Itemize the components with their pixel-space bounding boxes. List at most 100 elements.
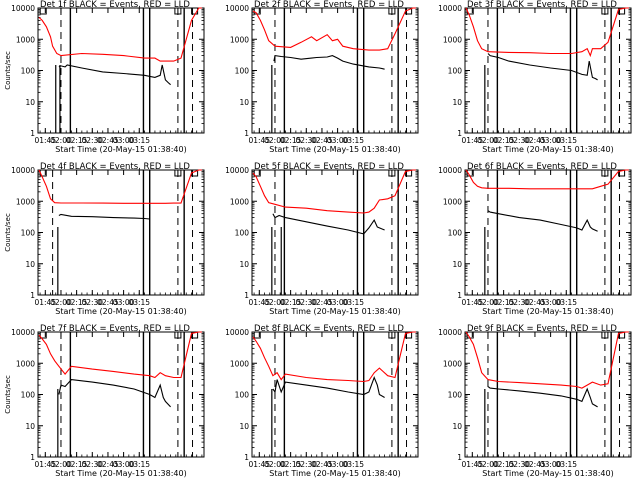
top-marker-box bbox=[388, 169, 396, 177]
x-tick-label: 03:00 bbox=[113, 460, 135, 469]
y-tick-label: 1 bbox=[457, 291, 462, 300]
plot-frame bbox=[37, 169, 205, 296]
y-tick-label: 100 bbox=[448, 67, 463, 76]
events-series-line bbox=[487, 386, 598, 408]
y-tick-label: 1000 bbox=[16, 359, 35, 368]
lld-series-line bbox=[38, 7, 202, 62]
x-tick-label: 01:45 bbox=[248, 136, 270, 145]
y-tick-label: 10 bbox=[239, 98, 249, 107]
y-tick-label: 1000 bbox=[16, 197, 35, 206]
x-axis-label: Start Time (20-May-15 01:38:40) bbox=[482, 307, 613, 316]
x-tick-label: 03:00 bbox=[113, 298, 135, 307]
x-tick-label: 01:45 bbox=[34, 136, 56, 145]
x-axis-label: Start Time (20-May-15 01:38:40) bbox=[482, 145, 613, 154]
y-axis-label: Counts/sec bbox=[4, 375, 12, 414]
top-marker-box bbox=[601, 7, 609, 15]
x-tick-label: 02:15 bbox=[493, 298, 515, 307]
y-tick-label: 1 bbox=[244, 291, 249, 300]
events-series-line bbox=[272, 213, 385, 235]
events-series-line bbox=[58, 213, 150, 220]
x-tick-label: 02:00 bbox=[264, 298, 286, 307]
panel-title: Det 2f BLACK = Events, RED = LLD bbox=[254, 0, 404, 10]
lld-series-line bbox=[252, 169, 416, 214]
y-tick-label: 10 bbox=[239, 260, 249, 269]
x-tick-label: 03:15 bbox=[128, 136, 150, 145]
x-tick-label: 02:00 bbox=[50, 460, 72, 469]
events-series-line bbox=[272, 375, 385, 398]
x-axis-label: Start Time (20-May-15 01:38:40) bbox=[269, 469, 400, 478]
y-tick-label: 100 bbox=[235, 67, 250, 76]
y-tick-label: 1 bbox=[457, 453, 462, 462]
lld-series-line bbox=[38, 331, 202, 379]
y-tick-label: 10000 bbox=[225, 166, 249, 175]
x-tick-label: 02:45 bbox=[311, 298, 333, 307]
top-marker-box bbox=[388, 331, 396, 339]
top-marker-box bbox=[39, 331, 47, 339]
top-marker-box bbox=[618, 169, 626, 177]
x-tick-label: 02:00 bbox=[477, 136, 499, 145]
x-tick-label: 02:45 bbox=[311, 460, 333, 469]
x-tick-label: 02:15 bbox=[66, 298, 88, 307]
lld-series-line bbox=[252, 7, 416, 51]
x-tick-label: 02:30 bbox=[295, 460, 317, 469]
x-tick-label: 02:45 bbox=[97, 298, 119, 307]
x-tick-label: 02:30 bbox=[81, 298, 103, 307]
x-axis-label: Start Time (20-May-15 01:38:40) bbox=[55, 307, 186, 316]
x-tick-label: 03:15 bbox=[555, 298, 577, 307]
events-series-line bbox=[58, 379, 171, 408]
top-marker-box bbox=[405, 169, 413, 177]
plot-frame bbox=[37, 331, 205, 458]
top-marker-box bbox=[174, 169, 182, 177]
x-tick-label: 02:30 bbox=[508, 298, 530, 307]
x-tick-label: 03:15 bbox=[555, 460, 577, 469]
x-tick-label: 03:00 bbox=[113, 136, 135, 145]
x-tick-label: 02:15 bbox=[493, 460, 515, 469]
events-series-line bbox=[58, 64, 171, 86]
lld-series-line bbox=[465, 169, 629, 190]
y-tick-label: 100 bbox=[21, 391, 36, 400]
detector-panel: Det 1f BLACK = Events, RED = LLD Counts/s… bbox=[4, 0, 205, 154]
x-tick-label: 02:15 bbox=[66, 136, 88, 145]
x-tick-label: 02:30 bbox=[81, 460, 103, 469]
panel-title: Det 3f BLACK = Events, RED = LLD bbox=[467, 0, 617, 10]
x-tick-label: 02:00 bbox=[264, 460, 286, 469]
x-tick-label: 02:45 bbox=[97, 136, 119, 145]
x-tick-label: 01:45 bbox=[34, 460, 56, 469]
lld-series-line bbox=[465, 7, 629, 58]
top-marker-box bbox=[174, 7, 182, 15]
x-tick-label: 03:00 bbox=[327, 298, 349, 307]
y-tick-label: 100 bbox=[448, 229, 463, 238]
plot-frame bbox=[251, 169, 419, 296]
plot-frame bbox=[37, 7, 205, 134]
x-axis-label: Start Time (20-May-15 01:38:40) bbox=[269, 307, 400, 316]
x-tick-label: 03:00 bbox=[540, 460, 562, 469]
x-tick-label: 03:00 bbox=[540, 298, 562, 307]
y-tick-label: 10000 bbox=[225, 328, 249, 337]
lld-series-line bbox=[252, 331, 416, 383]
x-tick-label: 02:45 bbox=[524, 460, 546, 469]
panel-title: Det 9f BLACK = Events, RED = LLD bbox=[467, 324, 617, 334]
top-marker-box bbox=[39, 7, 47, 15]
y-tick-label: 1 bbox=[30, 291, 35, 300]
x-tick-label: 02:15 bbox=[280, 136, 302, 145]
y-tick-label: 1 bbox=[30, 129, 35, 138]
detector-panel: Det 5f BLACK = Events, RED = LLD Start Ti… bbox=[225, 162, 419, 316]
y-tick-label: 10000 bbox=[11, 4, 35, 13]
x-tick-label: 01:45 bbox=[461, 298, 483, 307]
plot-frame bbox=[464, 7, 632, 134]
y-tick-label: 1000 bbox=[230, 35, 249, 44]
y-tick-label: 10 bbox=[25, 260, 35, 269]
x-tick-label: 03:15 bbox=[128, 460, 150, 469]
y-tick-label: 10000 bbox=[438, 328, 462, 337]
top-marker-box bbox=[601, 331, 609, 339]
panel-title: Det 1f BLACK = Events, RED = LLD bbox=[40, 0, 190, 10]
events-series-line bbox=[487, 53, 598, 81]
x-tick-label: 03:15 bbox=[342, 460, 364, 469]
detector-panel: Det 7f BLACK = Events, RED = LLD Counts/s… bbox=[4, 324, 205, 478]
top-marker-box bbox=[253, 331, 261, 339]
lld-series-line bbox=[465, 331, 629, 389]
y-axis-label: Counts/sec bbox=[4, 51, 12, 90]
y-tick-label: 100 bbox=[21, 229, 36, 238]
x-tick-label: 02:30 bbox=[295, 136, 317, 145]
x-tick-label: 02:15 bbox=[280, 460, 302, 469]
